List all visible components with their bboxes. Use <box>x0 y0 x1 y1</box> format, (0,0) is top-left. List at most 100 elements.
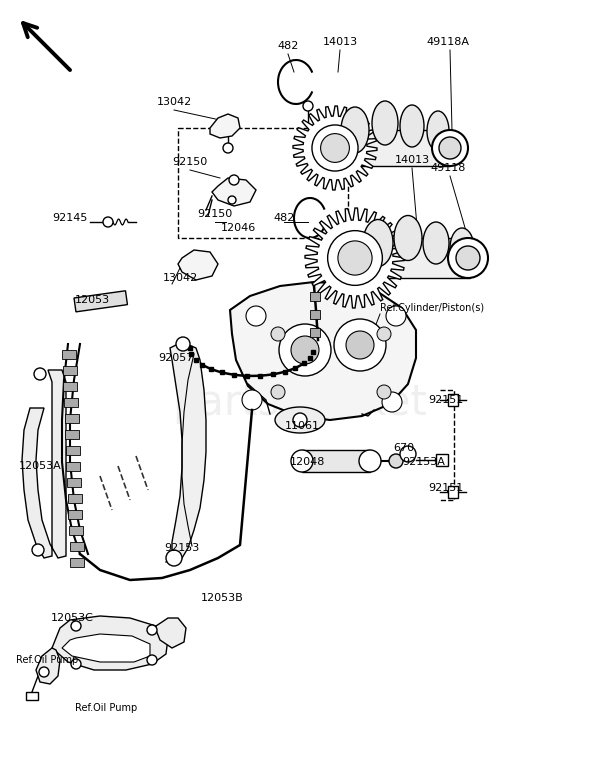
Bar <box>178 128 348 238</box>
Circle shape <box>456 246 480 270</box>
Bar <box>66 446 80 455</box>
Circle shape <box>291 450 313 472</box>
Text: 14013: 14013 <box>394 155 430 165</box>
Bar <box>68 510 82 519</box>
Text: 49118A: 49118A <box>427 37 470 47</box>
Text: 12053: 12053 <box>74 295 110 305</box>
Circle shape <box>229 175 239 185</box>
Circle shape <box>223 143 233 153</box>
Ellipse shape <box>427 111 449 151</box>
Circle shape <box>303 101 313 111</box>
Text: 11061: 11061 <box>284 421 320 431</box>
Circle shape <box>176 337 190 351</box>
Ellipse shape <box>372 101 398 145</box>
Circle shape <box>448 238 488 278</box>
Bar <box>436 454 448 466</box>
Circle shape <box>166 550 182 566</box>
Text: 12053B: 12053B <box>200 593 244 603</box>
Ellipse shape <box>275 407 325 433</box>
Polygon shape <box>305 208 405 308</box>
Bar <box>310 292 320 301</box>
Bar <box>335 130 450 166</box>
Ellipse shape <box>423 222 449 264</box>
Text: 12053C: 12053C <box>50 613 94 623</box>
Text: 12053A: 12053A <box>19 461 61 471</box>
Circle shape <box>71 621 81 631</box>
Bar <box>62 366 77 375</box>
Circle shape <box>334 319 386 371</box>
Circle shape <box>338 241 372 275</box>
Text: 14013: 14013 <box>322 37 358 47</box>
Text: 12046: 12046 <box>220 223 256 233</box>
Text: 12048: 12048 <box>290 457 326 467</box>
Circle shape <box>279 324 331 376</box>
Text: Ref.Oil Pump: Ref.Oil Pump <box>16 655 78 665</box>
Text: partsmarket: partsmarket <box>173 382 427 424</box>
Circle shape <box>377 327 391 341</box>
Text: 482: 482 <box>274 213 295 223</box>
Text: 13042: 13042 <box>157 97 191 107</box>
Circle shape <box>382 392 402 412</box>
Bar <box>70 558 85 567</box>
Bar <box>74 291 127 312</box>
Text: 92150: 92150 <box>172 157 208 167</box>
Bar <box>67 478 81 487</box>
Text: 92145: 92145 <box>52 213 88 223</box>
Polygon shape <box>36 648 60 684</box>
Bar <box>302 450 370 472</box>
Text: 92151: 92151 <box>428 395 464 405</box>
Circle shape <box>271 327 285 341</box>
Bar <box>64 398 78 407</box>
Ellipse shape <box>400 105 424 147</box>
Circle shape <box>103 217 113 227</box>
Circle shape <box>291 336 319 364</box>
Circle shape <box>147 625 157 635</box>
Bar <box>70 542 83 551</box>
Bar <box>355 238 470 278</box>
Polygon shape <box>22 370 66 558</box>
Circle shape <box>346 331 374 359</box>
Polygon shape <box>170 342 206 560</box>
Circle shape <box>359 450 381 472</box>
Text: Ref.Cylinder/Piston(s): Ref.Cylinder/Piston(s) <box>380 303 484 313</box>
Circle shape <box>228 196 236 204</box>
Bar <box>69 526 83 535</box>
Polygon shape <box>178 250 218 280</box>
Bar <box>65 414 79 423</box>
Polygon shape <box>230 282 416 420</box>
Circle shape <box>312 125 358 171</box>
Bar <box>62 350 76 359</box>
Bar <box>26 692 38 700</box>
Circle shape <box>32 544 44 556</box>
Bar <box>63 382 77 391</box>
Text: 49118: 49118 <box>430 163 466 173</box>
Text: 92151: 92151 <box>428 483 464 493</box>
Text: 670: 670 <box>394 443 415 453</box>
Text: 13042: 13042 <box>163 273 197 283</box>
Circle shape <box>242 390 262 410</box>
Bar <box>310 328 320 337</box>
Circle shape <box>328 231 382 285</box>
Polygon shape <box>156 618 186 648</box>
Ellipse shape <box>341 107 369 153</box>
Text: Ref.Oil Pump: Ref.Oil Pump <box>75 703 137 713</box>
Circle shape <box>432 130 468 166</box>
Circle shape <box>246 306 266 326</box>
Bar <box>448 486 458 498</box>
Text: 92057: 92057 <box>158 353 194 363</box>
Bar <box>65 430 79 439</box>
Polygon shape <box>62 634 150 662</box>
Circle shape <box>39 667 49 677</box>
Polygon shape <box>210 114 240 138</box>
Bar <box>448 394 458 406</box>
Polygon shape <box>52 616 168 670</box>
Circle shape <box>320 133 349 163</box>
Ellipse shape <box>394 215 422 260</box>
Text: 92153: 92153 <box>164 543 200 553</box>
Bar <box>310 310 320 319</box>
Circle shape <box>386 306 406 326</box>
Text: 92153A: 92153A <box>403 457 445 467</box>
Ellipse shape <box>363 219 393 267</box>
Circle shape <box>271 385 285 399</box>
Circle shape <box>71 659 81 669</box>
